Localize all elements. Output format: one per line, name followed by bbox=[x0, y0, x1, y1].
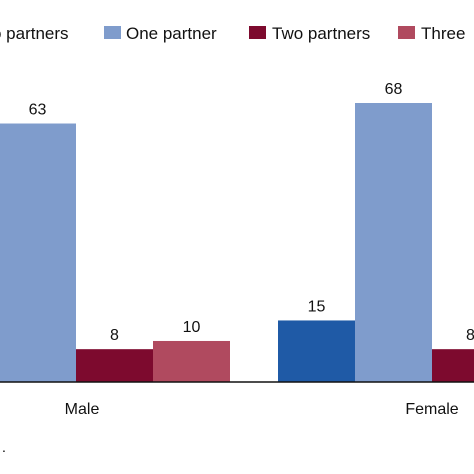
bar-three-partners-male bbox=[153, 340, 230, 382]
bar-one-partner-female bbox=[355, 103, 432, 382]
legend-label: Two partners bbox=[272, 24, 370, 43]
category-label-male: Male bbox=[65, 401, 100, 418]
category-label-female: Female bbox=[405, 401, 458, 418]
legend-swatch bbox=[104, 26, 121, 39]
data-label: 10 bbox=[183, 319, 201, 336]
bar-one-partner-male bbox=[0, 123, 76, 382]
category-labels: Male Female bbox=[65, 401, 459, 418]
bar-two-partners-female bbox=[432, 349, 474, 382]
legend-swatch bbox=[249, 26, 266, 39]
bar-no-partners-female bbox=[278, 320, 355, 382]
data-label: 63 bbox=[29, 102, 47, 119]
legend-label: Three bbox=[421, 24, 465, 43]
footnote: . bbox=[2, 439, 6, 455]
legend: o partners One partner Two partners Three bbox=[0, 24, 465, 43]
legend-label: One partner bbox=[126, 24, 217, 43]
legend-label: o partners bbox=[0, 24, 69, 43]
legend-swatch bbox=[398, 26, 415, 39]
data-label: 68 bbox=[385, 81, 403, 98]
bar-two-partners-male bbox=[76, 349, 153, 382]
data-label: 15 bbox=[308, 298, 326, 315]
data-label: 8 bbox=[466, 327, 474, 344]
data-label: 8 bbox=[110, 327, 119, 344]
bars bbox=[0, 103, 474, 382]
data-labels: 15 63 68 8 8 10 bbox=[29, 81, 474, 344]
